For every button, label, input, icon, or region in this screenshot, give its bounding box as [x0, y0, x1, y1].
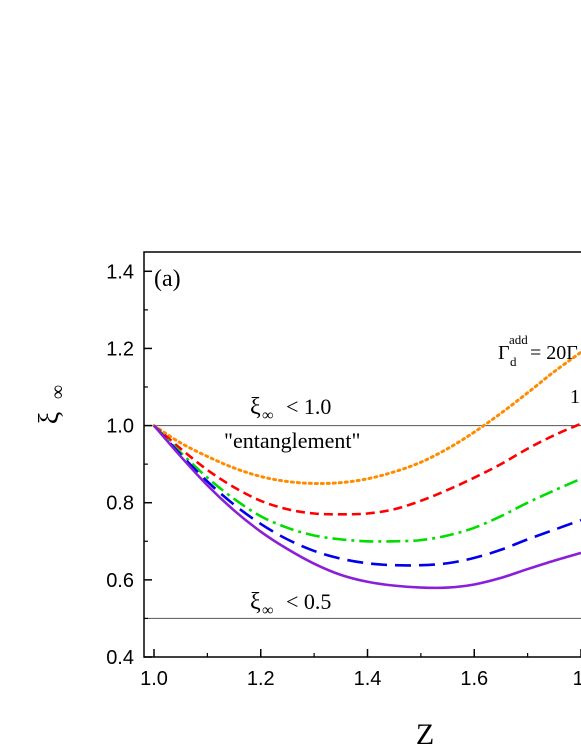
ref-caption: "entanglement": [224, 428, 360, 453]
y-tick-label: 1.4: [106, 261, 134, 283]
y-axis-label-sub: ∞: [47, 385, 69, 399]
annotation-gamma-rest: = 20Γ: [530, 342, 578, 364]
ref-label-main: ξ: [250, 589, 261, 615]
panel-label: (a): [154, 266, 181, 292]
y-tick-label: 0.8: [106, 493, 134, 515]
y-tick-label: 1.0: [106, 416, 134, 438]
series-layer: [152, 350, 581, 590]
x-tick-label: 1.: [573, 668, 581, 690]
y-axis-label-main: ξ: [34, 412, 65, 424]
annotation-gamma-sup: add: [509, 332, 528, 347]
annotation-edge: 1: [570, 386, 580, 408]
plot-frame: [143, 251, 581, 658]
series-line-3: [153, 424, 581, 567]
y-tick-label: 1.2: [106, 338, 134, 360]
y-axis-label: ξ∞: [34, 385, 69, 424]
series-line-4: [153, 424, 581, 590]
annotation-gamma-sub: d: [510, 354, 517, 369]
y-tick-label: 0.4: [106, 647, 134, 669]
annotation-gamma: Γ: [498, 342, 510, 364]
x-tick-label: 1.2: [247, 668, 275, 690]
x-tick-label: 1.6: [460, 668, 488, 690]
ref-label-main: ξ: [250, 394, 261, 420]
ref-label-sub: ∞: [262, 602, 273, 619]
series-line-0: [152, 350, 581, 485]
ref-label-text: < 0.5: [286, 589, 331, 614]
series-line-2: [153, 424, 581, 543]
x-tick-label: 1.0: [140, 668, 168, 690]
ref-label-text: < 1.0: [286, 394, 331, 419]
ref-label-sub: ∞: [262, 407, 273, 424]
y-tick-label: 0.6: [106, 570, 134, 592]
series-line-1: [153, 422, 581, 516]
x-tick-label: 1.4: [354, 668, 382, 690]
x-axis-label: Z: [416, 718, 434, 751]
